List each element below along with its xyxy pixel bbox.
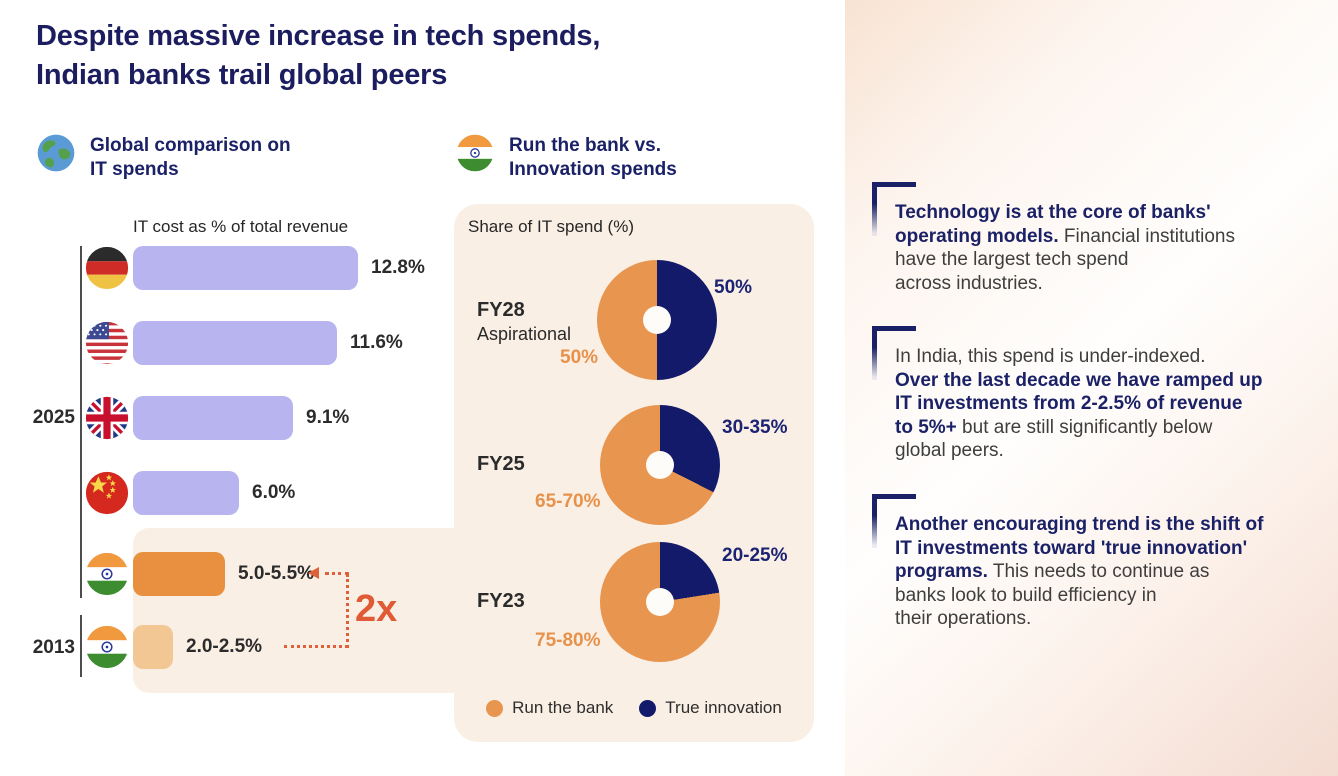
fy-sublabel: Aspirational xyxy=(477,324,572,344)
bar-value-label: 6.0% xyxy=(252,482,296,503)
corner-bracket-icon xyxy=(872,326,918,380)
bar xyxy=(133,246,358,290)
donut xyxy=(600,405,720,525)
bar xyxy=(133,471,239,515)
mid-section-header: Run the bank vs. Innovation spends xyxy=(455,133,677,182)
dotted-connector-top xyxy=(325,572,349,575)
insight-block-3: Another encouraging trend is the shift o… xyxy=(895,513,1310,631)
bar xyxy=(133,321,337,365)
fy-label: FY25 xyxy=(477,453,525,475)
dotted-connector-bottom xyxy=(284,645,348,648)
run-pct-label: 65-70% xyxy=(535,491,601,512)
run-pct-label: 50% xyxy=(560,347,599,368)
bar xyxy=(133,625,173,669)
fy-label: FY28 xyxy=(477,299,525,321)
axis-line-2013 xyxy=(80,615,82,677)
insight-bold-text: Technology is at the core of banks' oper… xyxy=(895,202,1211,247)
insight-text: This needs to continue as banks look to … xyxy=(895,561,1210,629)
donut-hole xyxy=(646,451,674,479)
india-flag-icon xyxy=(85,552,129,596)
donut xyxy=(597,260,717,380)
bar xyxy=(133,396,293,440)
bar-value-label: 5.0-5.5% xyxy=(238,563,315,584)
dotted-connector-vertical xyxy=(346,574,349,648)
donut-hole xyxy=(646,588,674,616)
legend-label: Run the bank xyxy=(512,698,614,717)
india-flag-icon xyxy=(85,625,129,669)
globe-icon xyxy=(37,134,75,172)
bar-row: 5.0-5.5% xyxy=(84,551,314,597)
bar-value-label: 9.1% xyxy=(306,407,350,428)
insights-panel xyxy=(845,0,1338,776)
bar-row: 12.8% xyxy=(84,245,425,291)
growth-multiplier-label: 2x xyxy=(355,588,398,630)
insight-text: In India, this spend is under-indexed. xyxy=(895,346,1206,367)
mid-section-title-line2: Innovation spends xyxy=(509,159,677,180)
insight-block-2: In India, this spend is under-indexed. O… xyxy=(895,345,1310,463)
bar-row: 11.6% xyxy=(84,320,403,366)
legend-item: True innovation xyxy=(639,698,782,718)
donut-hole xyxy=(643,306,671,334)
arrow-left-icon xyxy=(308,567,319,579)
fy28-label-block: FY28 Aspirational xyxy=(477,299,607,345)
fy23-label-block: FY23 xyxy=(477,590,607,613)
bar-value-label: 12.8% xyxy=(371,257,425,278)
insight-bold-text: Another encouraging trend is the shift o… xyxy=(895,514,1264,582)
innovation-pct-label: 30-35% xyxy=(722,417,788,438)
mid-section-title: Run the bank vs. Innovation spends xyxy=(509,133,677,182)
year-label-2025: 2025 xyxy=(32,407,75,428)
bar-row: 6.0% xyxy=(84,470,295,516)
donut xyxy=(600,542,720,662)
page-title: Despite massive increase in tech spends,… xyxy=(36,17,600,95)
bar-row: 2.0-2.5% xyxy=(84,624,262,670)
left-section-title: Global comparison on IT spends xyxy=(90,133,291,182)
donut-chart-title: Share of IT spend (%) xyxy=(468,217,634,236)
left-section-header: Global comparison on IT spends xyxy=(36,133,291,182)
donut-legend: Run the bank True innovation xyxy=(454,698,814,718)
bar-value-label: 11.6% xyxy=(350,332,403,353)
innovation-pct-label: 50% xyxy=(714,277,753,298)
fy-label: FY23 xyxy=(477,590,525,612)
left-section-title-line1: Global comparison on xyxy=(90,135,291,156)
india-flag-icon xyxy=(456,134,494,172)
germany-flag-icon xyxy=(85,246,129,290)
corner-bracket-icon xyxy=(872,182,918,236)
true-innovation-dot-icon xyxy=(639,699,657,717)
uk-flag-icon xyxy=(85,396,129,440)
legend-label: True innovation xyxy=(665,698,782,717)
corner-bracket-icon xyxy=(872,494,918,548)
legend-item: Run the bank xyxy=(486,698,613,718)
innovation-pct-label: 20-25% xyxy=(722,545,788,566)
axis-line-2025 xyxy=(80,246,82,598)
year-label-2013: 2013 xyxy=(32,637,75,658)
usa-flag-icon xyxy=(85,321,129,365)
insight-bold-text: Over the last decade we have ramped up I… xyxy=(895,369,1263,438)
page-title-line1: Despite massive increase in tech spends, xyxy=(36,20,601,52)
bar-value-label: 2.0-2.5% xyxy=(186,636,263,657)
bar xyxy=(133,552,225,596)
fy25-label-block: FY25 xyxy=(477,453,607,476)
insight-text: but are still significantly below global… xyxy=(895,416,1213,462)
mid-section-title-line1: Run the bank vs. xyxy=(509,135,662,156)
china-flag-icon xyxy=(85,471,129,515)
run-the-bank-dot-icon xyxy=(486,699,504,717)
left-section-title-line2: IT spends xyxy=(90,159,179,180)
run-pct-label: 75-80% xyxy=(535,630,601,651)
insight-text: Financial institutions have the largest … xyxy=(895,225,1236,294)
bar-chart-title: IT cost as % of total revenue xyxy=(133,217,349,236)
page-title-line2: Indian banks trail global peers xyxy=(36,59,448,91)
bar-row: 9.1% xyxy=(84,395,349,441)
insight-block-1: Technology is at the core of banks' oper… xyxy=(895,201,1310,295)
